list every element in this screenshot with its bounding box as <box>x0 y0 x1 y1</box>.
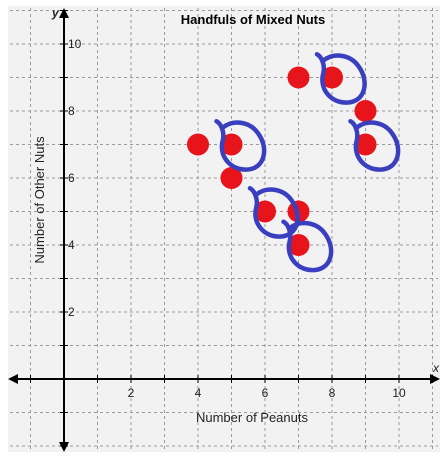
x-tick-label: 2 <box>128 386 135 400</box>
y-tick-label: 4 <box>68 238 75 252</box>
y-tick-label: 6 <box>68 171 75 185</box>
hand-drawn-loop <box>348 119 401 172</box>
y-axis-label: Number of Other Nuts <box>32 136 47 264</box>
x-tick-label: 10 <box>392 386 406 400</box>
hand-drawn-annotations <box>214 52 401 273</box>
hand-drawn-loop <box>247 186 300 239</box>
data-point <box>354 133 377 156</box>
hand-drawn-loop <box>214 119 267 172</box>
data-point <box>287 234 310 256</box>
chart-title: Handfuls of Mixed Nuts <box>181 12 325 27</box>
y-axis-arrow-down <box>59 442 69 452</box>
y-axis-arrow-up <box>59 8 69 18</box>
tick-labels: 2 4 6 8 10 2 4 6 8 10 <box>68 37 406 400</box>
hand-drawn-loop <box>314 52 367 105</box>
data-point <box>254 200 276 223</box>
y-tick-label: 8 <box>68 104 75 118</box>
x-axis-letter: x <box>432 361 440 375</box>
data-point <box>354 100 377 122</box>
x-tick-label: 8 <box>329 386 336 400</box>
x-axis-label: Number of Peanuts <box>196 410 309 425</box>
x-axis-arrow-left <box>8 374 18 384</box>
y-tick-label: 10 <box>68 37 82 51</box>
data-point <box>187 133 209 156</box>
data-point <box>321 66 343 89</box>
axes <box>8 8 440 452</box>
y-axis-letter: y <box>51 6 60 20</box>
plot-background <box>8 6 440 452</box>
data-point <box>220 167 243 189</box>
x-tick-label: 4 <box>195 386 202 400</box>
hand-drawn-loop <box>281 219 334 273</box>
y-tick-label: 2 <box>68 305 75 319</box>
x-tick-label: 6 <box>262 386 269 400</box>
data-point <box>220 133 243 156</box>
data-point <box>287 66 310 89</box>
